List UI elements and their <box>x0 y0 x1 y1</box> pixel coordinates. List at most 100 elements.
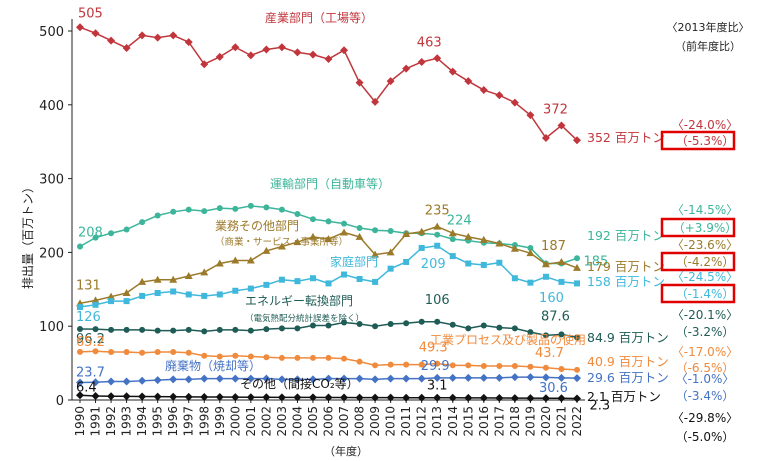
data-point-process <box>574 366 580 373</box>
data-point-process <box>216 353 223 360</box>
x-tick-label: 2011 <box>399 406 413 437</box>
data-point-transport <box>325 218 332 225</box>
x-tick-label: 2000 <box>228 406 242 437</box>
data-point-energy <box>356 320 363 327</box>
data-point-commercial <box>200 268 209 276</box>
value-label-waste: 23.7 <box>76 366 105 381</box>
data-point-industry <box>246 51 255 60</box>
data-point-waste <box>308 375 317 384</box>
pct-2013-waste: 〈-1.0%〉 <box>676 372 735 386</box>
data-point-process <box>185 349 192 356</box>
data-point-process <box>123 349 130 356</box>
value-label-household: 209 <box>421 257 446 272</box>
data-point-energy <box>574 334 580 341</box>
data-point-household <box>201 292 208 299</box>
x-tick-label: 2018 <box>508 406 522 437</box>
x-tick-label: 1990 <box>73 406 87 437</box>
data-point-commercial <box>340 228 349 236</box>
data-point-energy <box>403 320 410 327</box>
pct-prev-year-waste: （-3.4%） <box>676 389 735 403</box>
data-point-waste <box>76 378 84 387</box>
highlight-box-industry <box>660 130 736 151</box>
value-label-process: 65.2 <box>76 335 105 350</box>
pct-prev-year-industry: （-5.3%） <box>676 134 735 148</box>
value-label-commercial: 187 <box>541 239 566 254</box>
data-point-commercial <box>91 296 100 304</box>
data-point-other <box>448 393 457 402</box>
value-label-waste: 29.9 <box>421 359 450 374</box>
x-tick-label: 2006 <box>322 406 336 437</box>
data-point-process <box>449 362 456 369</box>
data-point-energy <box>372 323 379 330</box>
data-point-other <box>417 393 426 402</box>
data-point-transport <box>387 227 394 234</box>
value-label-transport: 185 <box>583 254 608 269</box>
data-point-energy <box>387 320 394 327</box>
data-point-transport <box>139 219 146 226</box>
y-tick-label: 300 <box>39 173 64 188</box>
data-point-commercial <box>184 272 193 280</box>
value-label-energy: 87.6 <box>541 309 570 324</box>
x-tick-label: 2007 <box>337 406 351 437</box>
data-point-industry <box>277 43 286 52</box>
data-point-process <box>170 349 177 356</box>
data-point-energy <box>511 325 518 332</box>
data-point-commercial <box>122 288 131 296</box>
data-point-waste <box>448 373 457 382</box>
data-point-household <box>216 291 223 298</box>
data-point-household <box>527 279 534 286</box>
data-point-industry <box>573 136 581 145</box>
x-tick-label: 2003 <box>275 406 289 437</box>
data-point-transport <box>574 255 580 262</box>
value-label-industry: 372 <box>543 102 568 117</box>
data-point-other <box>215 393 224 402</box>
data-point-transport <box>77 243 83 250</box>
data-point-transport <box>527 244 534 251</box>
data-point-commercial <box>557 257 566 265</box>
data-point-household <box>511 275 518 282</box>
data-point-industry <box>526 111 535 120</box>
data-point-energy <box>92 326 99 333</box>
data-point-industry <box>138 31 147 40</box>
series-name-other: その他（間接CO₂等） <box>240 376 359 391</box>
data-point-waste <box>107 377 116 386</box>
data-point-transport <box>201 208 208 215</box>
x-tick-label: 2008 <box>353 406 367 437</box>
data-point-industry <box>479 86 488 95</box>
value-label-commercial: 235 <box>425 204 450 219</box>
data-point-household <box>434 242 441 249</box>
data-point-household <box>372 278 379 285</box>
end-value-energy: 84.9 百万トン <box>587 330 669 345</box>
series-energy <box>77 318 580 341</box>
data-point-household <box>356 275 363 282</box>
x-tick-label: 2004 <box>290 406 304 437</box>
data-point-transport <box>185 206 192 213</box>
value-label-other: 6.4 <box>76 380 97 395</box>
data-point-energy <box>418 318 425 325</box>
data-point-waste <box>262 374 271 383</box>
data-point-process <box>480 363 487 370</box>
series-subname-commercial: （商業・サービス・事業所等） <box>215 236 348 248</box>
y-tick-label: 200 <box>39 246 64 261</box>
data-point-industry <box>262 45 271 54</box>
data-point-household <box>154 289 161 296</box>
x-tick-label: 2020 <box>539 406 553 437</box>
data-point-waste <box>510 373 519 382</box>
data-point-transport <box>341 220 348 227</box>
value-label-household: 126 <box>76 310 101 325</box>
data-point-commercial <box>433 222 442 230</box>
data-point-commercial <box>277 242 286 250</box>
data-point-household <box>123 298 130 305</box>
data-point-waste <box>324 374 333 383</box>
highlight-box-commercial <box>660 251 736 272</box>
data-point-other <box>510 394 519 403</box>
data-point-energy <box>247 327 254 334</box>
data-point-household <box>341 271 348 278</box>
data-point-waste <box>200 374 209 383</box>
data-point-commercial <box>308 232 317 240</box>
data-point-household <box>247 285 254 292</box>
data-point-other <box>526 394 535 403</box>
data-point-household <box>325 280 332 287</box>
data-point-other <box>573 394 581 403</box>
y-tick-label: 400 <box>39 99 64 114</box>
